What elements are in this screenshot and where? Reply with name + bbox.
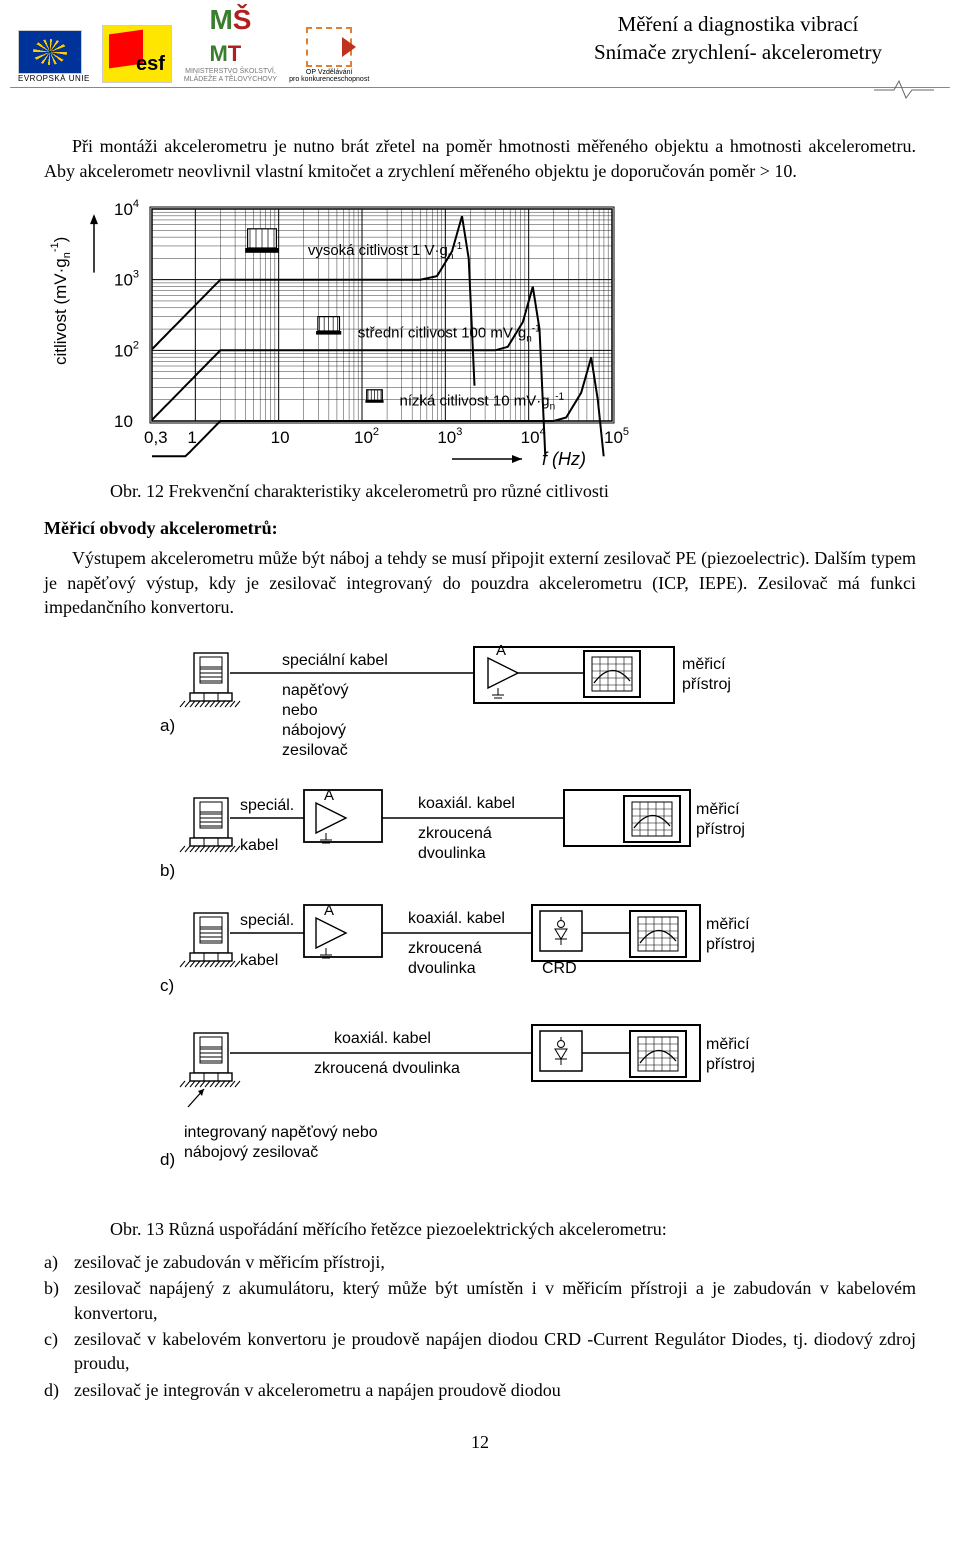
svg-text:měřicí: měřicí <box>682 656 726 673</box>
svg-text:přístroj: přístroj <box>706 1056 755 1073</box>
fig13-caption: Obr. 13 Různá uspořádání měřícího řetězc… <box>110 1219 916 1240</box>
page-content: Při montáži akcelerometru je nutno brát … <box>0 104 960 1453</box>
opvk-icon <box>306 27 352 67</box>
list-label-c: c) <box>44 1327 74 1376</box>
svg-text:speciál.: speciál. <box>240 797 294 814</box>
svg-text:zkroucená dvoulinka: zkroucená dvoulinka <box>314 1060 460 1077</box>
list-item-a: a) zesilovač je zabudován v měřicím přís… <box>44 1250 916 1274</box>
svg-text:kabel: kabel <box>240 952 278 969</box>
svg-text:10: 10 <box>271 428 290 447</box>
list-body-d: zesilovač je integrován v akcelerometru … <box>74 1378 916 1402</box>
svg-text:105: 105 <box>604 426 629 447</box>
list-body-b: zesilovač napájený z akumulátoru, který … <box>74 1276 916 1325</box>
list-label-b: b) <box>44 1276 74 1325</box>
eu-label: EVROPSKÁ UNIE <box>18 74 90 83</box>
figure-12: 10 102 103 104 citlivost (mV·gn-1) 0,3 1 10 102 1… <box>44 197 916 502</box>
svg-text:napěťový: napěťový <box>282 682 349 699</box>
list-body-a: zesilovač je zabudován v měřicím přístro… <box>74 1250 916 1274</box>
opvk-line1: OP Vzdělávání <box>306 69 353 76</box>
svg-text:zkroucená: zkroucená <box>408 940 482 957</box>
list-item-d: d) zesilovač je integrován v akceleromet… <box>44 1378 916 1402</box>
header-title-1: Měření a diagnostika vibrací <box>594 10 882 38</box>
list-label-a: a) <box>44 1250 74 1274</box>
pulse-icon <box>874 78 934 102</box>
svg-text:vysoká citlivost 1 V·gn-1: vysoká citlivost 1 V·gn-1 <box>308 241 463 262</box>
svg-text:a): a) <box>160 716 175 735</box>
svg-text:nízká citlivost 10 mV·gn-1: nízká citlivost 10 mV·gn-1 <box>400 391 565 412</box>
svg-text:dvoulinka: dvoulinka <box>418 845 486 862</box>
list-item-c: c) zesilovač v kabelovém konvertoru je p… <box>44 1327 916 1376</box>
svg-text:nábojový zesilovač: nábojový zesilovač <box>184 1144 318 1161</box>
opvk-logo: OP Vzdělávání pro konkurenceschopnost <box>289 27 369 84</box>
svg-text:1: 1 <box>187 428 196 447</box>
svg-text:104: 104 <box>521 426 546 447</box>
svg-text:přístroj: přístroj <box>696 821 745 838</box>
svg-text:103: 103 <box>437 426 462 447</box>
svg-text:měřicí: měřicí <box>706 1036 750 1053</box>
svg-text:kabel: kabel <box>240 837 278 854</box>
header-rule <box>0 87 960 104</box>
svg-text:102: 102 <box>114 339 139 360</box>
svg-text:koaxiál. kabel: koaxiál. kabel <box>418 795 515 812</box>
svg-text:koaxiál. kabel: koaxiál. kabel <box>408 910 505 927</box>
svg-text:měřicí: měřicí <box>696 801 740 818</box>
msmt-line1: MINISTERSTVO ŠKOLSTVÍ, <box>185 68 276 76</box>
logo-strip: EVROPSKÁ UNIE MŠMT MINISTERSTVO ŠKOLSTVÍ… <box>18 4 369 83</box>
svg-text:102: 102 <box>354 426 379 447</box>
opvk-line2: pro konkurenceschopnost <box>289 76 369 83</box>
svg-text:koaxiál. kabel: koaxiál. kabel <box>334 1030 431 1047</box>
intro-paragraph: Při montáži akcelerometru je nutno brát … <box>44 134 916 183</box>
svg-text:103: 103 <box>114 269 139 290</box>
svg-text:střední citlivost 100 mV·gn-1: střední citlivost 100 mV·gn-1 <box>358 324 541 345</box>
svg-text:A: A <box>496 642 506 659</box>
svg-text:nábojový: nábojový <box>282 722 346 739</box>
list-body-c: zesilovač v kabelovém konvertoru je prou… <box>74 1327 916 1376</box>
section-heading: Měřicí obvody akcelerometrů: <box>44 516 916 540</box>
header-title-block: Měření a diagnostika vibrací Snímače zry… <box>594 4 942 67</box>
svg-text:A: A <box>324 787 334 804</box>
svg-text:10: 10 <box>114 412 133 431</box>
svg-text:měřicí: měřicí <box>706 916 750 933</box>
svg-text:dvoulinka: dvoulinka <box>408 960 476 977</box>
msmt-line2: MLÁDEŽE A TĚLOVÝCHOVY <box>184 76 277 84</box>
msmt-acronym-icon: MŠMT <box>209 4 251 68</box>
eu-flag-icon <box>18 30 82 74</box>
svg-text:0,3: 0,3 <box>144 428 168 447</box>
page-header: EVROPSKÁ UNIE MŠMT MINISTERSTVO ŠKOLSTVÍ… <box>0 0 960 83</box>
page-number: 12 <box>44 1432 916 1453</box>
svg-text:speciální kabel: speciální kabel <box>282 652 388 669</box>
svg-text:A: A <box>324 902 334 919</box>
svg-text:zesilovač: zesilovač <box>282 742 348 759</box>
svg-text:nebo: nebo <box>282 702 318 719</box>
list-label-d: d) <box>44 1378 74 1402</box>
svg-text:c): c) <box>160 976 174 995</box>
header-title-2: Snímače zrychlení- akcelerometry <box>594 38 882 66</box>
svg-text:d): d) <box>160 1150 175 1169</box>
svg-text:citlivost (mV·gn-1): citlivost (mV·gn-1) <box>49 237 73 365</box>
esf-logo-icon <box>102 25 172 83</box>
fig12-caption: Obr. 12 Frekvenční charakteristiky akcel… <box>110 481 916 502</box>
svg-text:speciál.: speciál. <box>240 912 294 929</box>
eu-logo: EVROPSKÁ UNIE <box>18 30 90 83</box>
svg-text:přístroj: přístroj <box>682 676 731 693</box>
ordered-list: a) zesilovač je zabudován v měřicím přís… <box>44 1250 916 1402</box>
figure-13: a) speciální kabel napěťový nebo nábojový zes… <box>154 633 916 1213</box>
svg-text:104: 104 <box>114 198 139 219</box>
svg-text:integrovaný napěťový nebo: integrovaný napěťový nebo <box>184 1124 378 1141</box>
svg-text:f (Hz): f (Hz) <box>542 449 586 469</box>
svg-text:přístroj: přístroj <box>706 936 755 953</box>
fig13-diagram: a) speciální kabel napěťový nebo nábojový zes… <box>154 633 764 1213</box>
fig12-chart: 10 102 103 104 citlivost (mV·gn-1) 0,3 1 10 102 1… <box>44 197 644 477</box>
list-item-b: b) zesilovač napájený z akumulátoru, kte… <box>44 1276 916 1325</box>
svg-text:zkroucená: zkroucená <box>418 825 492 842</box>
msmt-logo: MŠMT MINISTERSTVO ŠKOLSTVÍ, MLÁDEŽE A TĚ… <box>184 4 277 83</box>
svg-text:CRD: CRD <box>542 960 577 977</box>
section-heading-text: Měřicí obvody akcelerometrů: <box>44 518 278 538</box>
svg-text:b): b) <box>160 861 175 880</box>
section-body: Výstupem akcelerometru může být náboj a … <box>44 546 916 619</box>
